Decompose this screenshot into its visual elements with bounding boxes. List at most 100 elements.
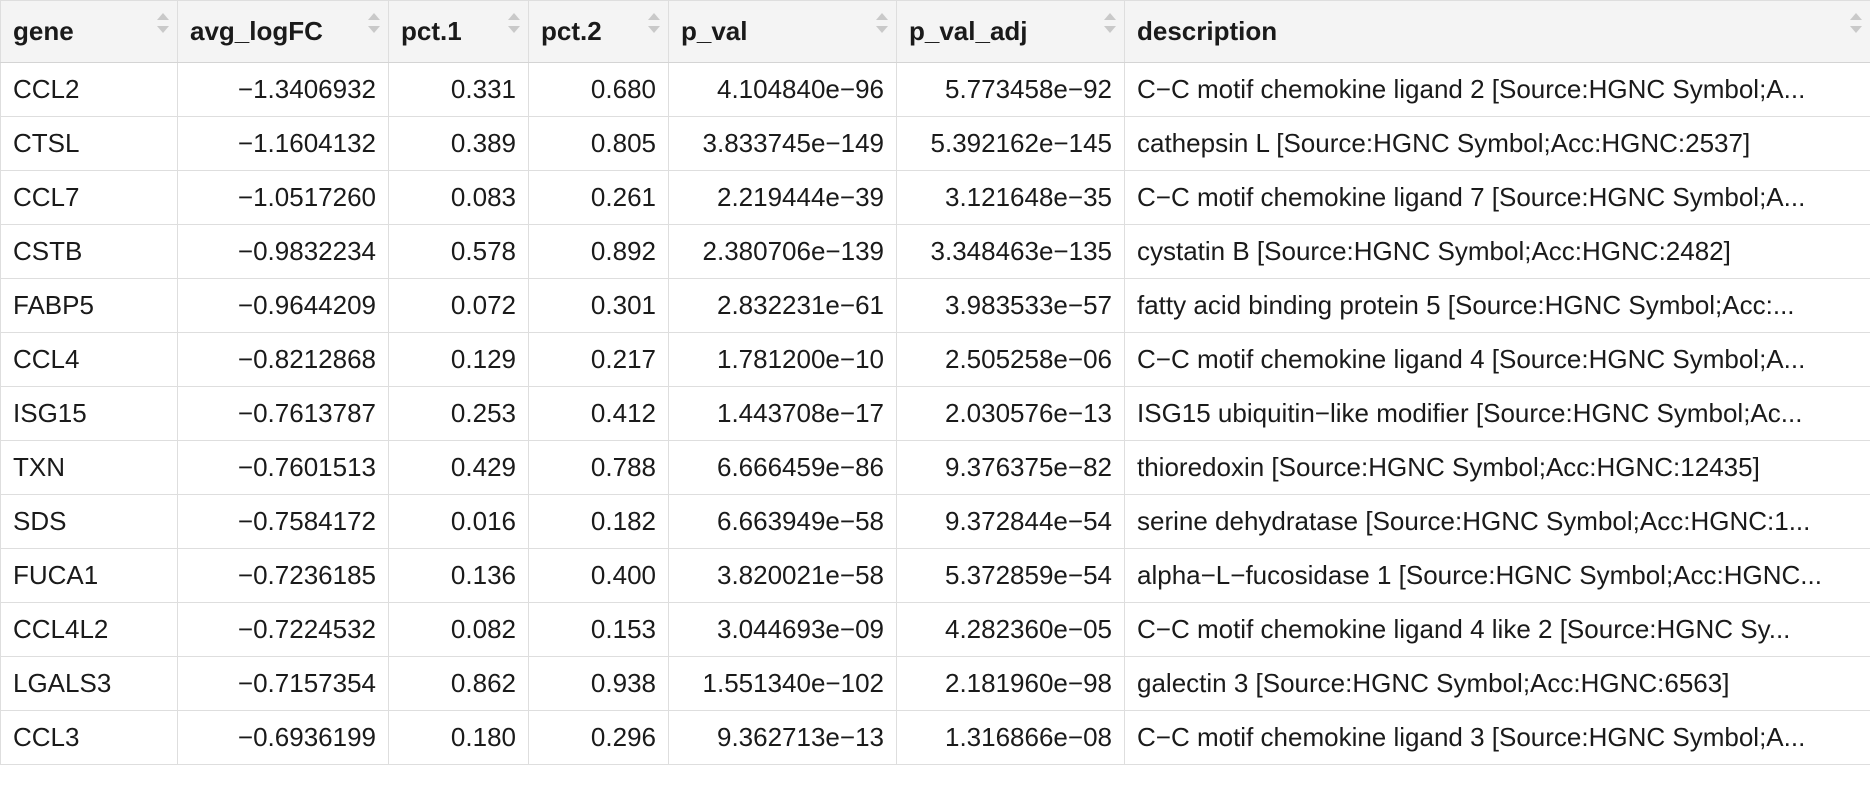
cell-p-val-adj: 3.121648e−35: [896, 170, 1125, 225]
cell-pct-2: 0.680: [528, 62, 669, 117]
cell-pct-2: 0.938: [528, 656, 669, 711]
cell-pct-2: 0.217: [528, 332, 669, 387]
cell-p-val-adj: 2.030576e−13: [896, 386, 1125, 441]
cell-pct-1: 0.136: [388, 548, 529, 603]
column-header-description[interactable]: description: [1124, 0, 1870, 63]
cell-p-val: 2.832231e−61: [668, 278, 897, 333]
cell-p-val: 1.781200e−10: [668, 332, 897, 387]
cell-description: thioredoxin [Source:HGNC Symbol;Acc:HGNC…: [1124, 440, 1870, 495]
cell-p-val: 9.362713e−13: [668, 710, 897, 765]
cell-avg-logfc: −0.7224532: [177, 602, 389, 657]
cell-pct-2: 0.892: [528, 224, 669, 279]
cell-gene: CSTB: [0, 224, 178, 279]
cell-gene: ISG15: [0, 386, 178, 441]
cell-avg-logfc: −0.7236185: [177, 548, 389, 603]
sort-icon[interactable]: [508, 13, 520, 33]
column-header-label: gene: [13, 16, 74, 46]
cell-p-val: 1.551340e−102: [668, 656, 897, 711]
cell-pct-1: 0.862: [388, 656, 529, 711]
cell-pct-2: 0.153: [528, 602, 669, 657]
cell-gene: TXN: [0, 440, 178, 495]
column-header-label: description: [1137, 16, 1278, 46]
cell-pct-2: 0.412: [528, 386, 669, 441]
cell-p-val-adj: 9.376375e−82: [896, 440, 1125, 495]
cell-pct-2: 0.261: [528, 170, 669, 225]
cell-pct-1: 0.083: [388, 170, 529, 225]
column-header-label: pct.1: [401, 16, 462, 46]
cell-gene: FUCA1: [0, 548, 178, 603]
cell-avg-logfc: −1.3406932: [177, 62, 389, 117]
sort-icon[interactable]: [1850, 13, 1862, 33]
cell-description: fatty acid binding protein 5 [Source:HGN…: [1124, 278, 1870, 333]
cell-p-val-adj: 4.282360e−05: [896, 602, 1125, 657]
cell-description: serine dehydratase [Source:HGNC Symbol;A…: [1124, 494, 1870, 549]
table-row[interactable]: TXN −0.7601513 0.429 0.788 6.666459e−86 9.376…: [0, 440, 1870, 495]
cell-description: C−C motif chemokine ligand 4 [Source:HGN…: [1124, 332, 1870, 387]
table-row[interactable]: FABP5 −0.9644209 0.072 0.301 2.832231e−61 3.9…: [0, 278, 1870, 333]
sort-icon[interactable]: [1104, 13, 1116, 33]
column-header-gene[interactable]: gene: [0, 0, 178, 63]
table-row[interactable]: CCL3 −0.6936199 0.180 0.296 9.362713e−13 1.31…: [0, 710, 1870, 765]
table-row[interactable]: CCL7 −1.0517260 0.083 0.261 2.219444e−39 3.12…: [0, 170, 1870, 225]
data-table: gene avg_logFC pct.1 pct.2 p_val: [0, 0, 1870, 765]
cell-description: C−C motif chemokine ligand 4 like 2 [Sou…: [1124, 602, 1870, 657]
table-row[interactable]: CTSL −1.1604132 0.389 0.805 3.833745e−149 5.3…: [0, 116, 1870, 171]
cell-gene: CCL7: [0, 170, 178, 225]
cell-pct-2: 0.788: [528, 440, 669, 495]
sort-icon[interactable]: [157, 13, 169, 33]
cell-pct-1: 0.082: [388, 602, 529, 657]
table-row[interactable]: FUCA1 −0.7236185 0.136 0.400 3.820021e−58 5.3…: [0, 548, 1870, 603]
cell-description: cystatin B [Source:HGNC Symbol;Acc:HGNC:…: [1124, 224, 1870, 279]
cell-p-val-adj: 3.348463e−135: [896, 224, 1125, 279]
cell-description: C−C motif chemokine ligand 2 [Source:HGN…: [1124, 62, 1870, 117]
sort-icon[interactable]: [368, 13, 380, 33]
cell-p-val-adj: 2.181960e−98: [896, 656, 1125, 711]
cell-p-val: 6.663949e−58: [668, 494, 897, 549]
cell-p-val: 1.443708e−17: [668, 386, 897, 441]
table-row[interactable]: CCL4L2 −0.7224532 0.082 0.153 3.044693e−09 4.…: [0, 602, 1870, 657]
cell-description: alpha−L−fucosidase 1 [Source:HGNC Symbol…: [1124, 548, 1870, 603]
cell-avg-logfc: −0.8212868: [177, 332, 389, 387]
cell-avg-logfc: −0.7613787: [177, 386, 389, 441]
column-header-avg-logfc[interactable]: avg_logFC: [177, 0, 389, 63]
cell-p-val: 2.219444e−39: [668, 170, 897, 225]
cell-avg-logfc: −0.7601513: [177, 440, 389, 495]
column-header-label: avg_logFC: [190, 16, 323, 46]
cell-gene: LGALS3: [0, 656, 178, 711]
cell-pct-1: 0.129: [388, 332, 529, 387]
cell-avg-logfc: −1.0517260: [177, 170, 389, 225]
table-row[interactable]: CCL2 −1.3406932 0.331 0.680 4.104840e−96 5.77…: [0, 62, 1870, 117]
cell-p-val: 3.044693e−09: [668, 602, 897, 657]
cell-p-val-adj: 5.773458e−92: [896, 62, 1125, 117]
cell-gene: SDS: [0, 494, 178, 549]
cell-p-val-adj: 2.505258e−06: [896, 332, 1125, 387]
cell-avg-logfc: −0.9644209: [177, 278, 389, 333]
table-row[interactable]: CSTB −0.9832234 0.578 0.892 2.380706e−139 3.3…: [0, 224, 1870, 279]
table-body: CCL2 −1.3406932 0.331 0.680 4.104840e−96 5.77…: [0, 62, 1870, 765]
sort-icon[interactable]: [876, 13, 888, 33]
cell-avg-logfc: −1.1604132: [177, 116, 389, 171]
column-header-p-val[interactable]: p_val: [668, 0, 897, 63]
cell-pct-1: 0.578: [388, 224, 529, 279]
cell-gene: CCL3: [0, 710, 178, 765]
column-header-pct-2[interactable]: pct.2: [528, 0, 669, 63]
column-header-label: p_val: [681, 16, 748, 46]
table-row[interactable]: LGALS3 −0.7157354 0.862 0.938 1.551340e−102 2…: [0, 656, 1870, 711]
table-row[interactable]: ISG15 −0.7613787 0.253 0.412 1.443708e−17 2.0…: [0, 386, 1870, 441]
cell-p-val: 6.666459e−86: [668, 440, 897, 495]
column-header-label: pct.2: [541, 16, 602, 46]
cell-gene: CCL4: [0, 332, 178, 387]
cell-p-val: 3.820021e−58: [668, 548, 897, 603]
cell-pct-2: 0.301: [528, 278, 669, 333]
sort-icon[interactable]: [648, 13, 660, 33]
table-row[interactable]: SDS −0.7584172 0.016 0.182 6.663949e−58 9.372…: [0, 494, 1870, 549]
cell-pct-1: 0.253: [388, 386, 529, 441]
cell-description: C−C motif chemokine ligand 3 [Source:HGN…: [1124, 710, 1870, 765]
table-row[interactable]: CCL4 −0.8212868 0.129 0.217 1.781200e−10 2.50…: [0, 332, 1870, 387]
column-header-label: p_val_adj: [909, 16, 1028, 46]
column-header-pct-1[interactable]: pct.1: [388, 0, 529, 63]
cell-description: ISG15 ubiquitin−like modifier [Source:HG…: [1124, 386, 1870, 441]
cell-pct-2: 0.805: [528, 116, 669, 171]
column-header-p-val-adj[interactable]: p_val_adj: [896, 0, 1125, 63]
